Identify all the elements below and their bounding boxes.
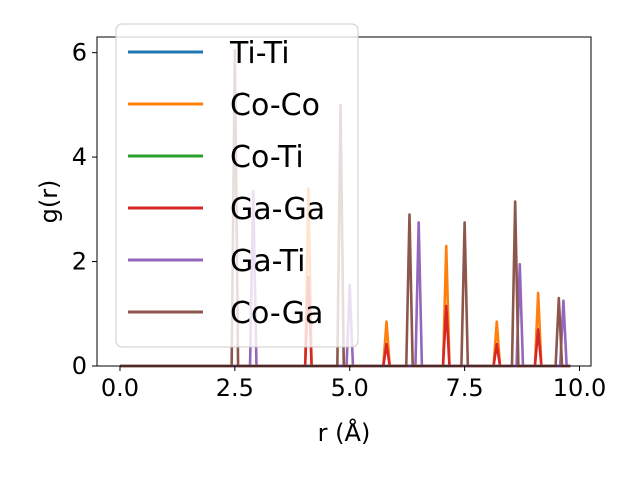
y-axis-label: g(r) xyxy=(35,180,63,224)
y-axis: 0 2 4 6 xyxy=(72,39,97,380)
y-tick-label: 0 xyxy=(72,352,87,380)
x-tick-label: 2.5 xyxy=(216,374,254,402)
x-tick-label: 7.5 xyxy=(446,374,484,402)
y-tick-label: 4 xyxy=(72,143,87,171)
legend-entry-label: Co-Ga xyxy=(230,296,323,331)
legend: Ti-Ti Co-Co Co-Ti Ga-Ga Ga-Ti Co-Ga xyxy=(115,23,359,348)
legend-entry-label: Ga-Ga xyxy=(230,192,325,227)
legend-entry-label: Co-Ti xyxy=(230,140,304,175)
legend-entry-label: Ga-Ti xyxy=(230,244,305,279)
y-tick-label: 2 xyxy=(72,248,87,276)
x-axis: 0.0 2.5 5.0 7.5 10.0 xyxy=(101,366,606,402)
x-tick-label: 10.0 xyxy=(553,374,606,402)
x-axis-label: r (Å) xyxy=(318,418,371,447)
legend-entry-label: Ti-Ti xyxy=(229,36,290,71)
legend-entry-label: Co-Co xyxy=(230,88,320,123)
x-tick-label: 5.0 xyxy=(331,374,369,402)
y-tick-label: 6 xyxy=(72,39,87,67)
x-tick-label: 0.0 xyxy=(101,374,139,402)
